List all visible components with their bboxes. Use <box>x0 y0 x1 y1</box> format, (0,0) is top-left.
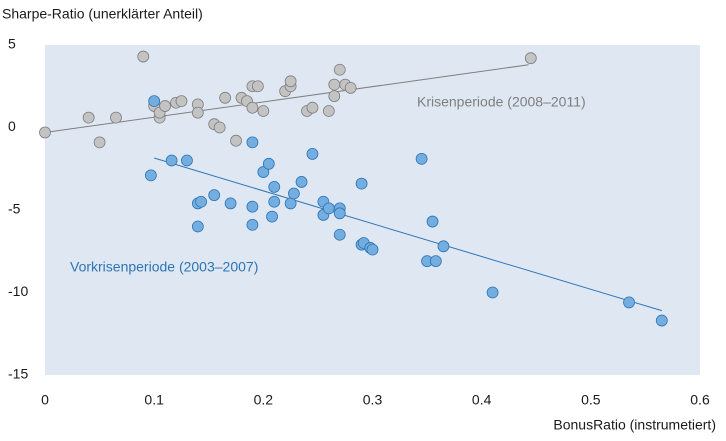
data-point <box>148 95 161 107</box>
data-point <box>268 195 281 208</box>
y-tick-label: -10 <box>8 283 28 299</box>
data-point <box>257 105 270 117</box>
trend-line <box>154 157 662 312</box>
data-point <box>306 101 319 114</box>
data-point <box>191 220 204 233</box>
data-point <box>344 82 357 94</box>
data-point <box>230 134 242 147</box>
data-point <box>246 218 259 231</box>
data-point <box>366 243 379 256</box>
plot-area <box>45 45 700 375</box>
data-point <box>295 176 308 188</box>
x-tick-label: 0.3 <box>363 392 383 408</box>
y-axis-label: Sharpe-Ratio (unerklärter Anteil) <box>2 6 203 22</box>
data-point <box>181 154 193 167</box>
x-tick-label: 0.2 <box>254 392 274 408</box>
data-point <box>191 106 204 119</box>
data-point <box>486 286 499 299</box>
y-tick-label: 5 <box>8 36 16 52</box>
series-label: Krisenperiode (2008–2011) <box>417 94 586 110</box>
data-point <box>257 166 270 178</box>
data-point <box>39 126 51 139</box>
x-tick-label: 0.6 <box>690 392 710 408</box>
data-point <box>224 197 237 210</box>
data-point <box>195 195 208 208</box>
x-tick-label: 0.5 <box>581 392 601 408</box>
data-point <box>82 111 95 124</box>
data-point <box>333 207 346 220</box>
data-point <box>268 180 281 193</box>
y-tick-label: -15 <box>8 366 28 382</box>
data-point <box>306 147 319 160</box>
data-point <box>333 228 346 241</box>
x-tick-label: 0.4 <box>472 392 492 408</box>
data-point <box>93 136 106 149</box>
data-point <box>251 80 264 93</box>
data-point <box>266 210 278 223</box>
x-tick-label: 0 <box>41 392 49 408</box>
data-point <box>333 63 346 76</box>
y-tick-label: -5 <box>8 201 21 217</box>
data-point <box>165 154 178 167</box>
trend-line <box>44 64 529 133</box>
data-point <box>284 75 297 88</box>
data-point <box>415 152 428 165</box>
x-axis-label: BonusRatio (instrumetiert) <box>553 417 716 433</box>
data-point <box>328 90 341 103</box>
data-point <box>655 314 668 327</box>
data-point <box>429 255 442 268</box>
data-point <box>355 177 368 190</box>
data-point <box>144 169 157 182</box>
data-point <box>262 157 275 170</box>
data-point <box>322 105 335 117</box>
data-point <box>284 197 297 210</box>
data-point <box>219 91 232 104</box>
data-point <box>246 101 259 114</box>
data-point <box>246 200 259 213</box>
data-point <box>110 111 122 124</box>
data-point <box>246 136 259 149</box>
series-label: Vorkrisenperiode (2003–2007) <box>70 259 258 275</box>
data-point <box>426 215 439 228</box>
data-point <box>175 95 188 107</box>
data-point <box>287 187 300 200</box>
data-point <box>437 240 450 253</box>
data-point <box>623 296 635 309</box>
x-tick-label: 0.1 <box>144 392 164 408</box>
data-point <box>524 52 537 65</box>
data-point <box>137 50 150 63</box>
y-tick-label: 0 <box>8 118 16 134</box>
data-point <box>159 100 171 112</box>
data-point <box>328 78 341 91</box>
data-point <box>208 189 221 202</box>
data-point <box>213 121 226 134</box>
data-point <box>322 202 335 215</box>
